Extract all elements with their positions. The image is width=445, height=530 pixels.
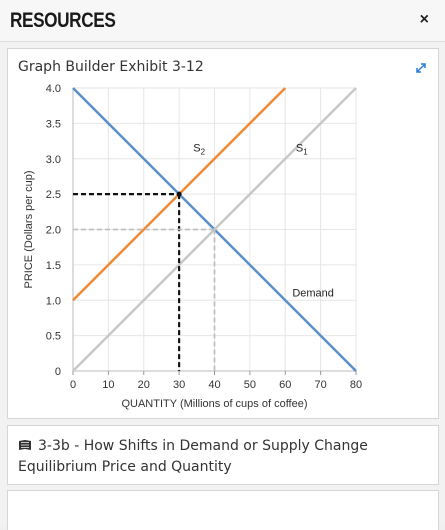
y-tick-label: 4.0 <box>46 83 61 95</box>
x-tick-label: 0 <box>70 379 76 391</box>
y-axis-label: PRICE (Dollars per cup) <box>23 171 35 289</box>
x-tick-label: 10 <box>102 379 114 391</box>
y-tick-label: 3.0 <box>46 154 61 166</box>
y-tick-label: 1.0 <box>46 295 61 307</box>
y-tick-label: 1.5 <box>46 260 61 272</box>
x-axis-label: QUANTITY (Millions of cups of coffee) <box>121 398 307 410</box>
panel-header: RESOURCES × <box>0 0 445 42</box>
x-tick-label: 50 <box>244 379 256 391</box>
y-tick-label: 0 <box>55 366 61 378</box>
book-icon <box>19 440 31 450</box>
equilibrium-point <box>176 191 182 197</box>
graph-title: Graph Builder Exhibit 3-12 <box>18 59 204 75</box>
x-tick-label: 80 <box>350 379 362 391</box>
x-tick-label: 70 <box>315 379 327 391</box>
graph-card: Graph Builder Exhibit 3-12 0 10 20 30 40 50 60… <box>7 48 439 419</box>
panel-title: RESOURCES <box>10 9 116 32</box>
x-tick-label: 60 <box>279 379 291 391</box>
curve-label-subscript: 1 <box>303 148 308 157</box>
y-tick-label: 0.5 <box>46 331 61 343</box>
x-tick-label: 40 <box>208 379 220 391</box>
resource-link-text: 3-3b - How Shifts in Demand or Supply Ch… <box>18 438 368 475</box>
resource-link-card[interactable]: 3-3b - How Shifts in Demand or Supply Ch… <box>7 425 439 485</box>
y-tick-label: 3.5 <box>46 118 61 130</box>
expand-icon[interactable] <box>414 61 428 75</box>
y-tick-label: 2.5 <box>46 189 61 201</box>
resource-link[interactable]: 3-3b - How Shifts in Demand or Supply Ch… <box>18 436 432 478</box>
y-tick-label: 2.0 <box>46 225 61 237</box>
curve-label: Demand <box>292 288 334 300</box>
next-resource-card <box>7 490 439 530</box>
close-icon[interactable]: × <box>419 11 429 28</box>
supply-demand-chart: 0 10 20 30 40 50 60 70 80 0 0.5 1.0 1.5 2.0 2.5 3.0 3.5 4… <box>23 83 362 410</box>
x-tick-label: 30 <box>173 379 185 391</box>
x-tick-label: 20 <box>138 379 150 391</box>
curve-label-subscript: 2 <box>201 148 206 157</box>
